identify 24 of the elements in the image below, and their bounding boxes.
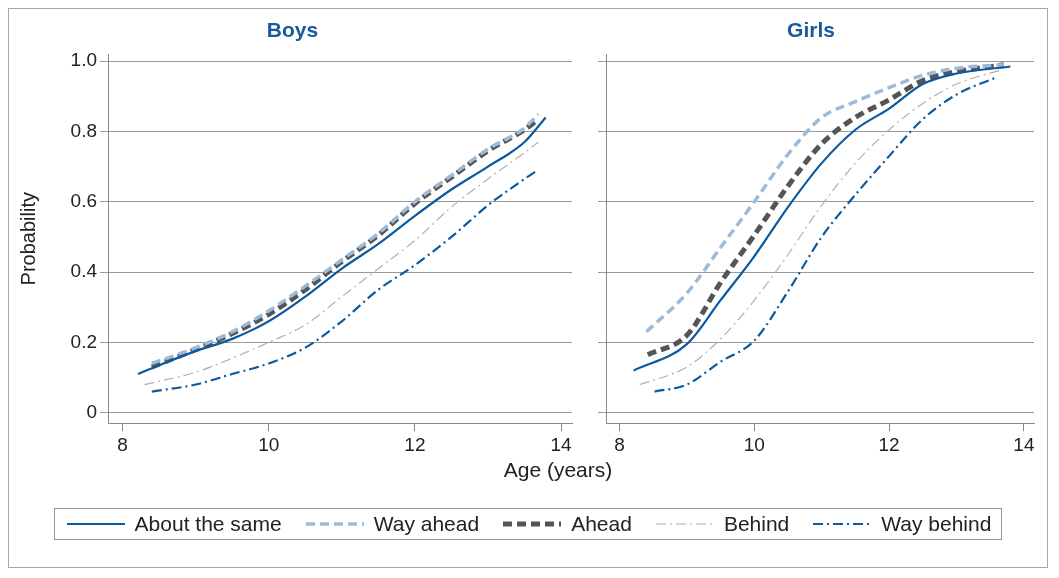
x-tick-label: 10	[258, 433, 280, 455]
y-tick-label: 0.4	[70, 260, 98, 282]
chart-title: Girls	[787, 18, 835, 42]
x-tick-label: 12	[404, 433, 426, 455]
x-tick-label: 14	[550, 433, 573, 455]
y-axis-title: Probability	[16, 192, 39, 286]
legend-label: Behind	[723, 512, 790, 536]
x-axis-title: Age (years)	[502, 458, 614, 482]
y-tick-label: 0.8	[70, 119, 97, 141]
legend-label: Ahead	[571, 512, 632, 536]
y-tick-label: 0.2	[70, 330, 97, 352]
y-tick-label: 0	[86, 400, 97, 422]
x-tick-label: 8	[117, 433, 128, 455]
y-tick-label: 0.6	[70, 190, 97, 212]
legend-label: Way behind	[881, 512, 992, 536]
line-series	[143, 141, 539, 386]
x-tick-label: 8	[614, 433, 625, 455]
x-tick-label: 10	[743, 433, 765, 455]
legend-label: About the same	[134, 512, 282, 536]
x-tick-label: 12	[878, 433, 900, 455]
y-tick-label: 1.0	[70, 49, 97, 71]
chart-title: Boys	[266, 18, 319, 42]
x-tick-label: 14	[1013, 433, 1035, 455]
legend-label: Way ahead	[373, 512, 480, 536]
